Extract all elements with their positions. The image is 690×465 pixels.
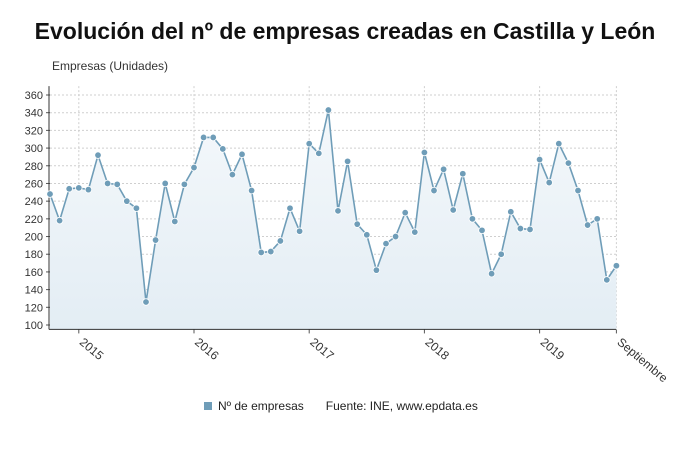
data-point [65,185,73,193]
data-point [103,179,112,188]
data-point [603,276,611,284]
data-point [180,180,189,189]
data-point [286,204,294,212]
data-point [516,224,525,233]
data-point [401,208,409,217]
data-point [439,165,448,174]
y-tick-label: 200 [25,232,43,244]
data-point [228,170,237,179]
data-point [343,157,352,166]
data-point [545,178,553,187]
y-tick-label: 240 [25,196,43,208]
data-point [219,145,227,153]
data-point [487,269,496,278]
y-tick-label: 320 [25,125,43,137]
data-point [267,247,275,256]
y-tick-label: 340 [25,108,43,120]
data-point [132,204,141,212]
data-point [449,206,457,214]
y-tick-label: 260 [25,178,43,190]
y-tick-label: 160 [25,267,43,279]
data-point [238,150,246,158]
data-point [84,185,93,194]
data-point [257,248,265,257]
data-point [430,186,438,195]
data-point [420,148,429,157]
data-point [535,155,544,164]
data-point [391,232,400,241]
data-point [574,186,582,195]
x-tick-label: 2015 [77,335,107,363]
data-point [46,190,54,198]
legend: Nº de empresas Fuente: INE, www.epdata.e… [204,399,478,413]
data-point [276,237,285,245]
y-axis-label: Empresas (Unidades) [52,59,169,73]
data-point [334,207,342,215]
data-point [526,225,534,234]
data-point [75,184,83,192]
y-tick-label: 140 [25,285,43,297]
data-point [507,208,515,216]
data-point [468,215,477,223]
area-fill [50,110,617,330]
x-tick-label: 2016 [192,335,222,363]
legend-swatch [204,402,212,410]
data-point [411,228,419,236]
data-point [382,239,390,248]
data-point [324,106,333,114]
y-tick-label: 180 [25,249,43,261]
data-point [353,220,361,228]
data-point [55,216,64,225]
data-point [151,236,160,244]
x-tick-label: 2018 [422,335,452,363]
data-point [209,133,217,142]
data-point [190,163,198,172]
y-tick-label: 220 [25,214,43,226]
x-tick-label: 2017 [307,335,337,363]
data-point [247,186,256,195]
chart-title: Evolución del nº de empresas creadas en … [34,18,656,44]
data-point [161,179,169,188]
y-tick-label: 360 [25,90,43,102]
data-point [612,262,621,270]
data-point [315,149,323,158]
data-point [363,231,371,239]
data-point [142,298,150,306]
y-tick-label: 100 [25,320,43,332]
data-point [94,151,102,159]
data-point [555,139,563,148]
data-point [593,215,601,223]
data-point [123,197,131,205]
y-tick-label: 280 [25,161,43,173]
data-point [372,266,381,274]
data-point [113,180,121,189]
data-point [199,133,208,142]
x-tick-label: Septiembre [614,335,670,385]
source-note: Fuente: INE, www.epdata.es [325,399,478,413]
data-point [305,139,313,148]
data-point [295,227,304,235]
legend-label: Nº de empresas [218,399,304,413]
x-tick-label: 2019 [538,335,568,363]
data-point [583,221,592,229]
y-tick-label: 120 [25,302,43,314]
data-point [478,226,486,235]
data-point [459,170,467,178]
y-tick-label: 300 [25,143,43,155]
data-point [171,217,179,226]
data-point [564,159,573,167]
data-point [497,250,505,258]
